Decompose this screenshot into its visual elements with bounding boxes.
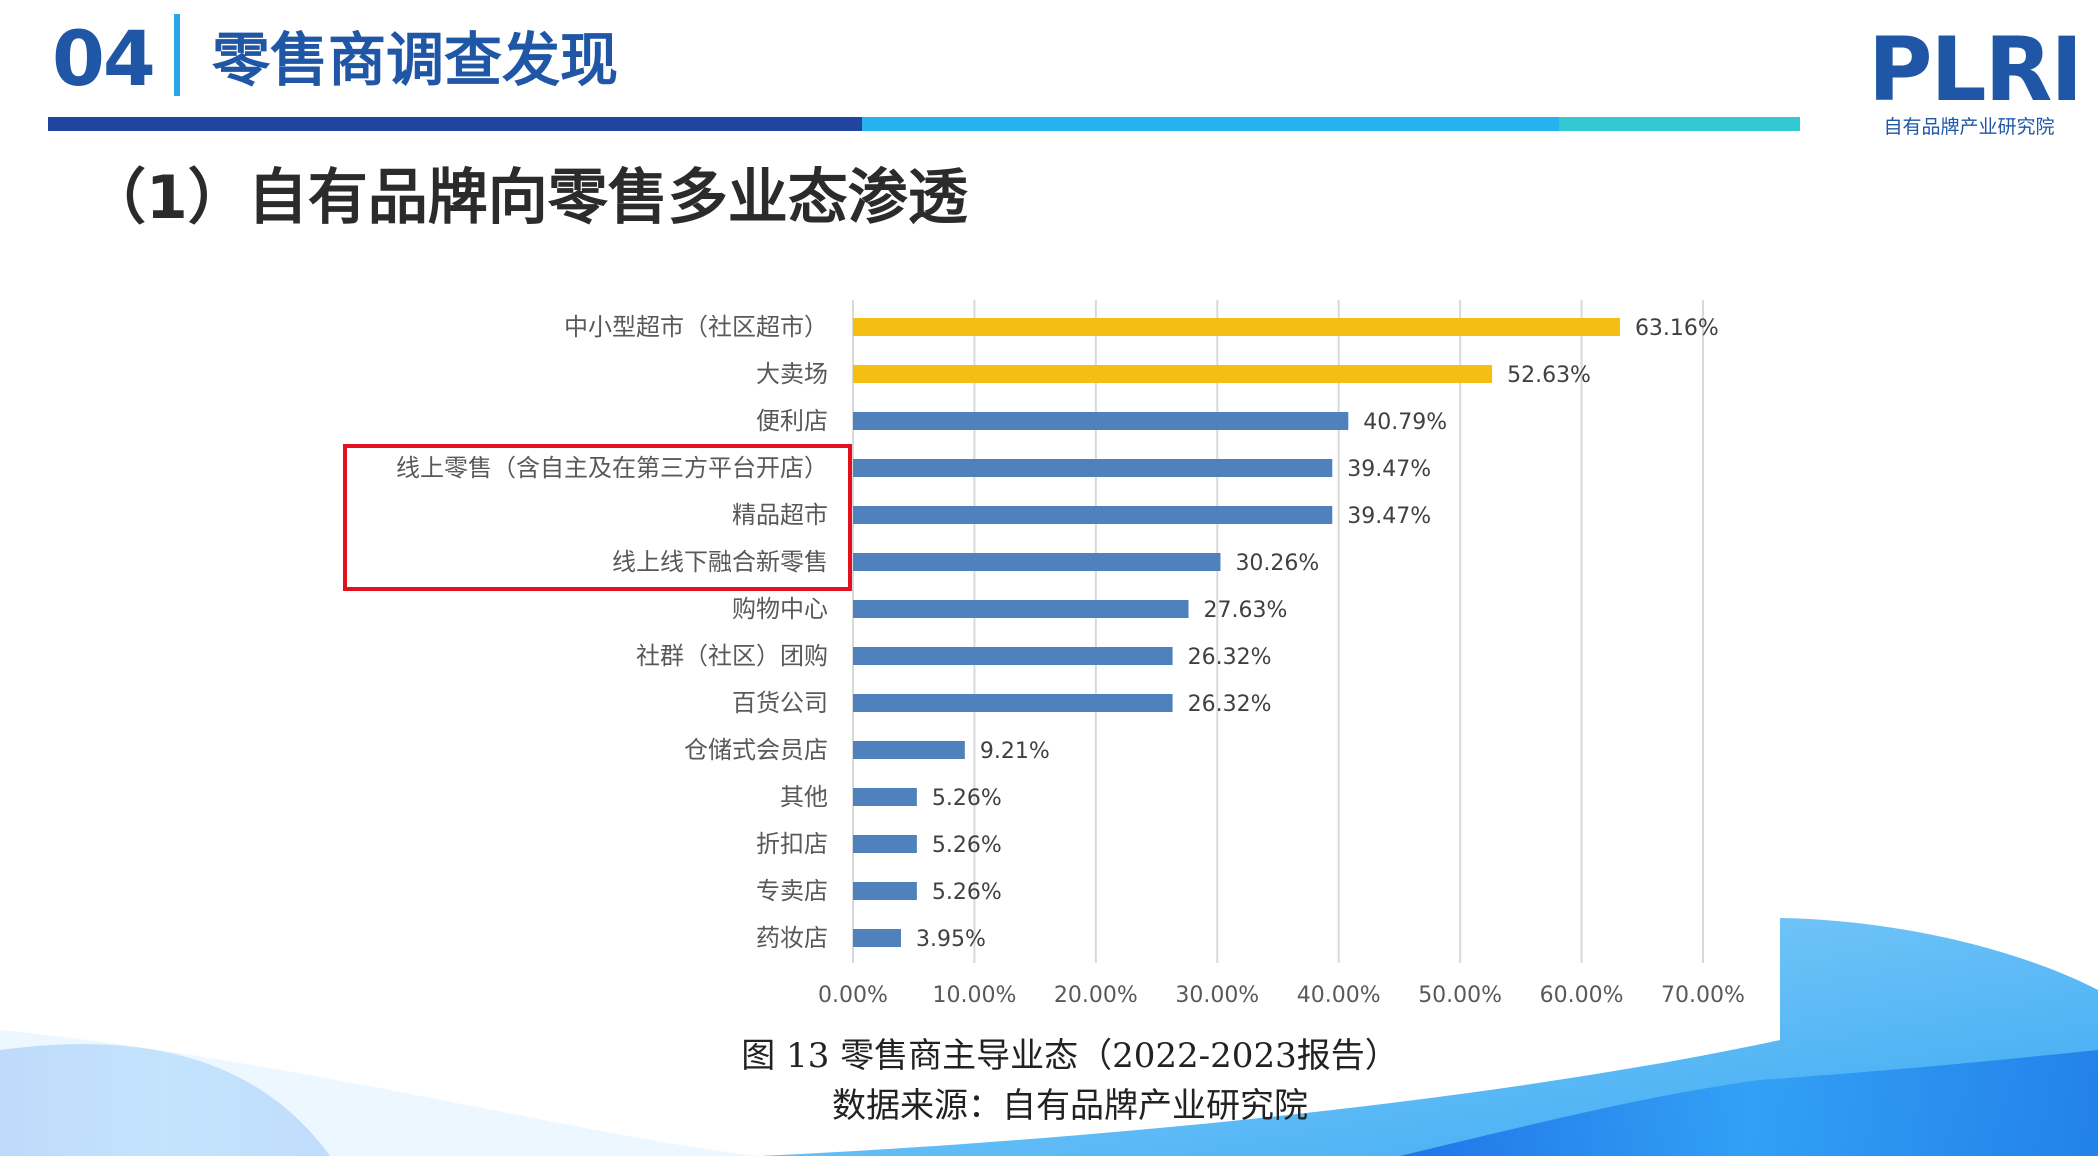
data-label: 26.32% bbox=[1188, 692, 1272, 717]
logo-subtitle: 自有品牌产业研究院 bbox=[1883, 116, 2055, 138]
data-label: 26.32% bbox=[1188, 645, 1272, 670]
data-label: 40.79% bbox=[1363, 410, 1447, 435]
header-rule bbox=[48, 117, 1800, 131]
bar bbox=[853, 553, 1221, 571]
bar bbox=[853, 929, 901, 947]
bar bbox=[853, 835, 917, 853]
bar bbox=[853, 694, 1173, 712]
category-label: 大卖场 bbox=[756, 360, 828, 388]
data-label: 5.26% bbox=[932, 786, 1002, 811]
data-label: 52.63% bbox=[1507, 363, 1591, 388]
highlight-box bbox=[343, 444, 852, 591]
section-divider bbox=[174, 14, 180, 96]
bar bbox=[853, 882, 917, 900]
category-label: 便利店 bbox=[756, 407, 828, 435]
x-tick-label: 10.00% bbox=[932, 983, 1016, 1008]
bar bbox=[853, 741, 965, 759]
data-label: 39.47% bbox=[1347, 457, 1431, 482]
category-label: 精品超市 bbox=[732, 501, 828, 529]
section-number: 04 bbox=[52, 14, 156, 103]
data-label: 9.21% bbox=[980, 739, 1050, 764]
data-label: 27.63% bbox=[1204, 598, 1288, 623]
x-tick-label: 20.00% bbox=[1054, 983, 1138, 1008]
category-label: 购物中心 bbox=[732, 595, 828, 623]
plri-logo: PLRI 自有品牌产业研究院 bbox=[1868, 18, 2083, 148]
x-tick-label: 30.00% bbox=[1175, 983, 1259, 1008]
category-label: 线上零售（含自主及在第三方平台开店） bbox=[396, 454, 828, 482]
category-label: 社群（社区）团购 bbox=[636, 642, 828, 670]
data-label: 30.26% bbox=[1235, 551, 1319, 576]
logo-mark: PLRI bbox=[1868, 18, 2083, 121]
section-title: 零售商调查发现 bbox=[212, 26, 619, 94]
bar bbox=[853, 647, 1173, 665]
category-label: 中小型超市（社区超市） bbox=[564, 313, 828, 341]
bar bbox=[853, 506, 1333, 524]
data-label: 5.26% bbox=[932, 880, 1002, 905]
data-label: 3.95% bbox=[916, 927, 986, 952]
bar bbox=[853, 788, 917, 806]
retail-format-bar-chart: 0.00% 10.00% 20.00% 30.00% 40.00% 50.00% 60.00… bbox=[300, 280, 1780, 1020]
category-label: 专卖店 bbox=[756, 877, 828, 905]
x-tick-label: 70.00% bbox=[1661, 983, 1745, 1008]
figure-source: 数据来源：自有品牌产业研究院 bbox=[832, 1086, 1308, 1126]
category-label: 仓储式会员店 bbox=[684, 736, 828, 764]
category-label: 百货公司 bbox=[732, 689, 828, 717]
bar bbox=[853, 318, 1620, 336]
x-tick-label: 0.00% bbox=[818, 983, 888, 1008]
data-label: 63.16% bbox=[1635, 316, 1719, 341]
x-tick-label: 40.00% bbox=[1297, 983, 1381, 1008]
page-subheading: （1）自有品牌向零售多业态渗透 bbox=[86, 163, 968, 233]
bar bbox=[853, 600, 1189, 618]
figure-caption: 图 13 零售商主导业态（2022-2023报告） bbox=[741, 1036, 1399, 1076]
category-label: 线上线下融合新零售 bbox=[612, 548, 828, 576]
bar bbox=[853, 459, 1333, 477]
x-tick-label: 50.00% bbox=[1418, 983, 1502, 1008]
category-label: 其他 bbox=[780, 783, 828, 811]
bar bbox=[853, 365, 1493, 383]
category-label: 折扣店 bbox=[756, 830, 828, 858]
x-tick-label: 60.00% bbox=[1540, 983, 1624, 1008]
data-label: 5.26% bbox=[932, 833, 1002, 858]
bar bbox=[853, 412, 1349, 430]
category-label: 药妆店 bbox=[756, 924, 828, 952]
data-label: 39.47% bbox=[1347, 504, 1431, 529]
